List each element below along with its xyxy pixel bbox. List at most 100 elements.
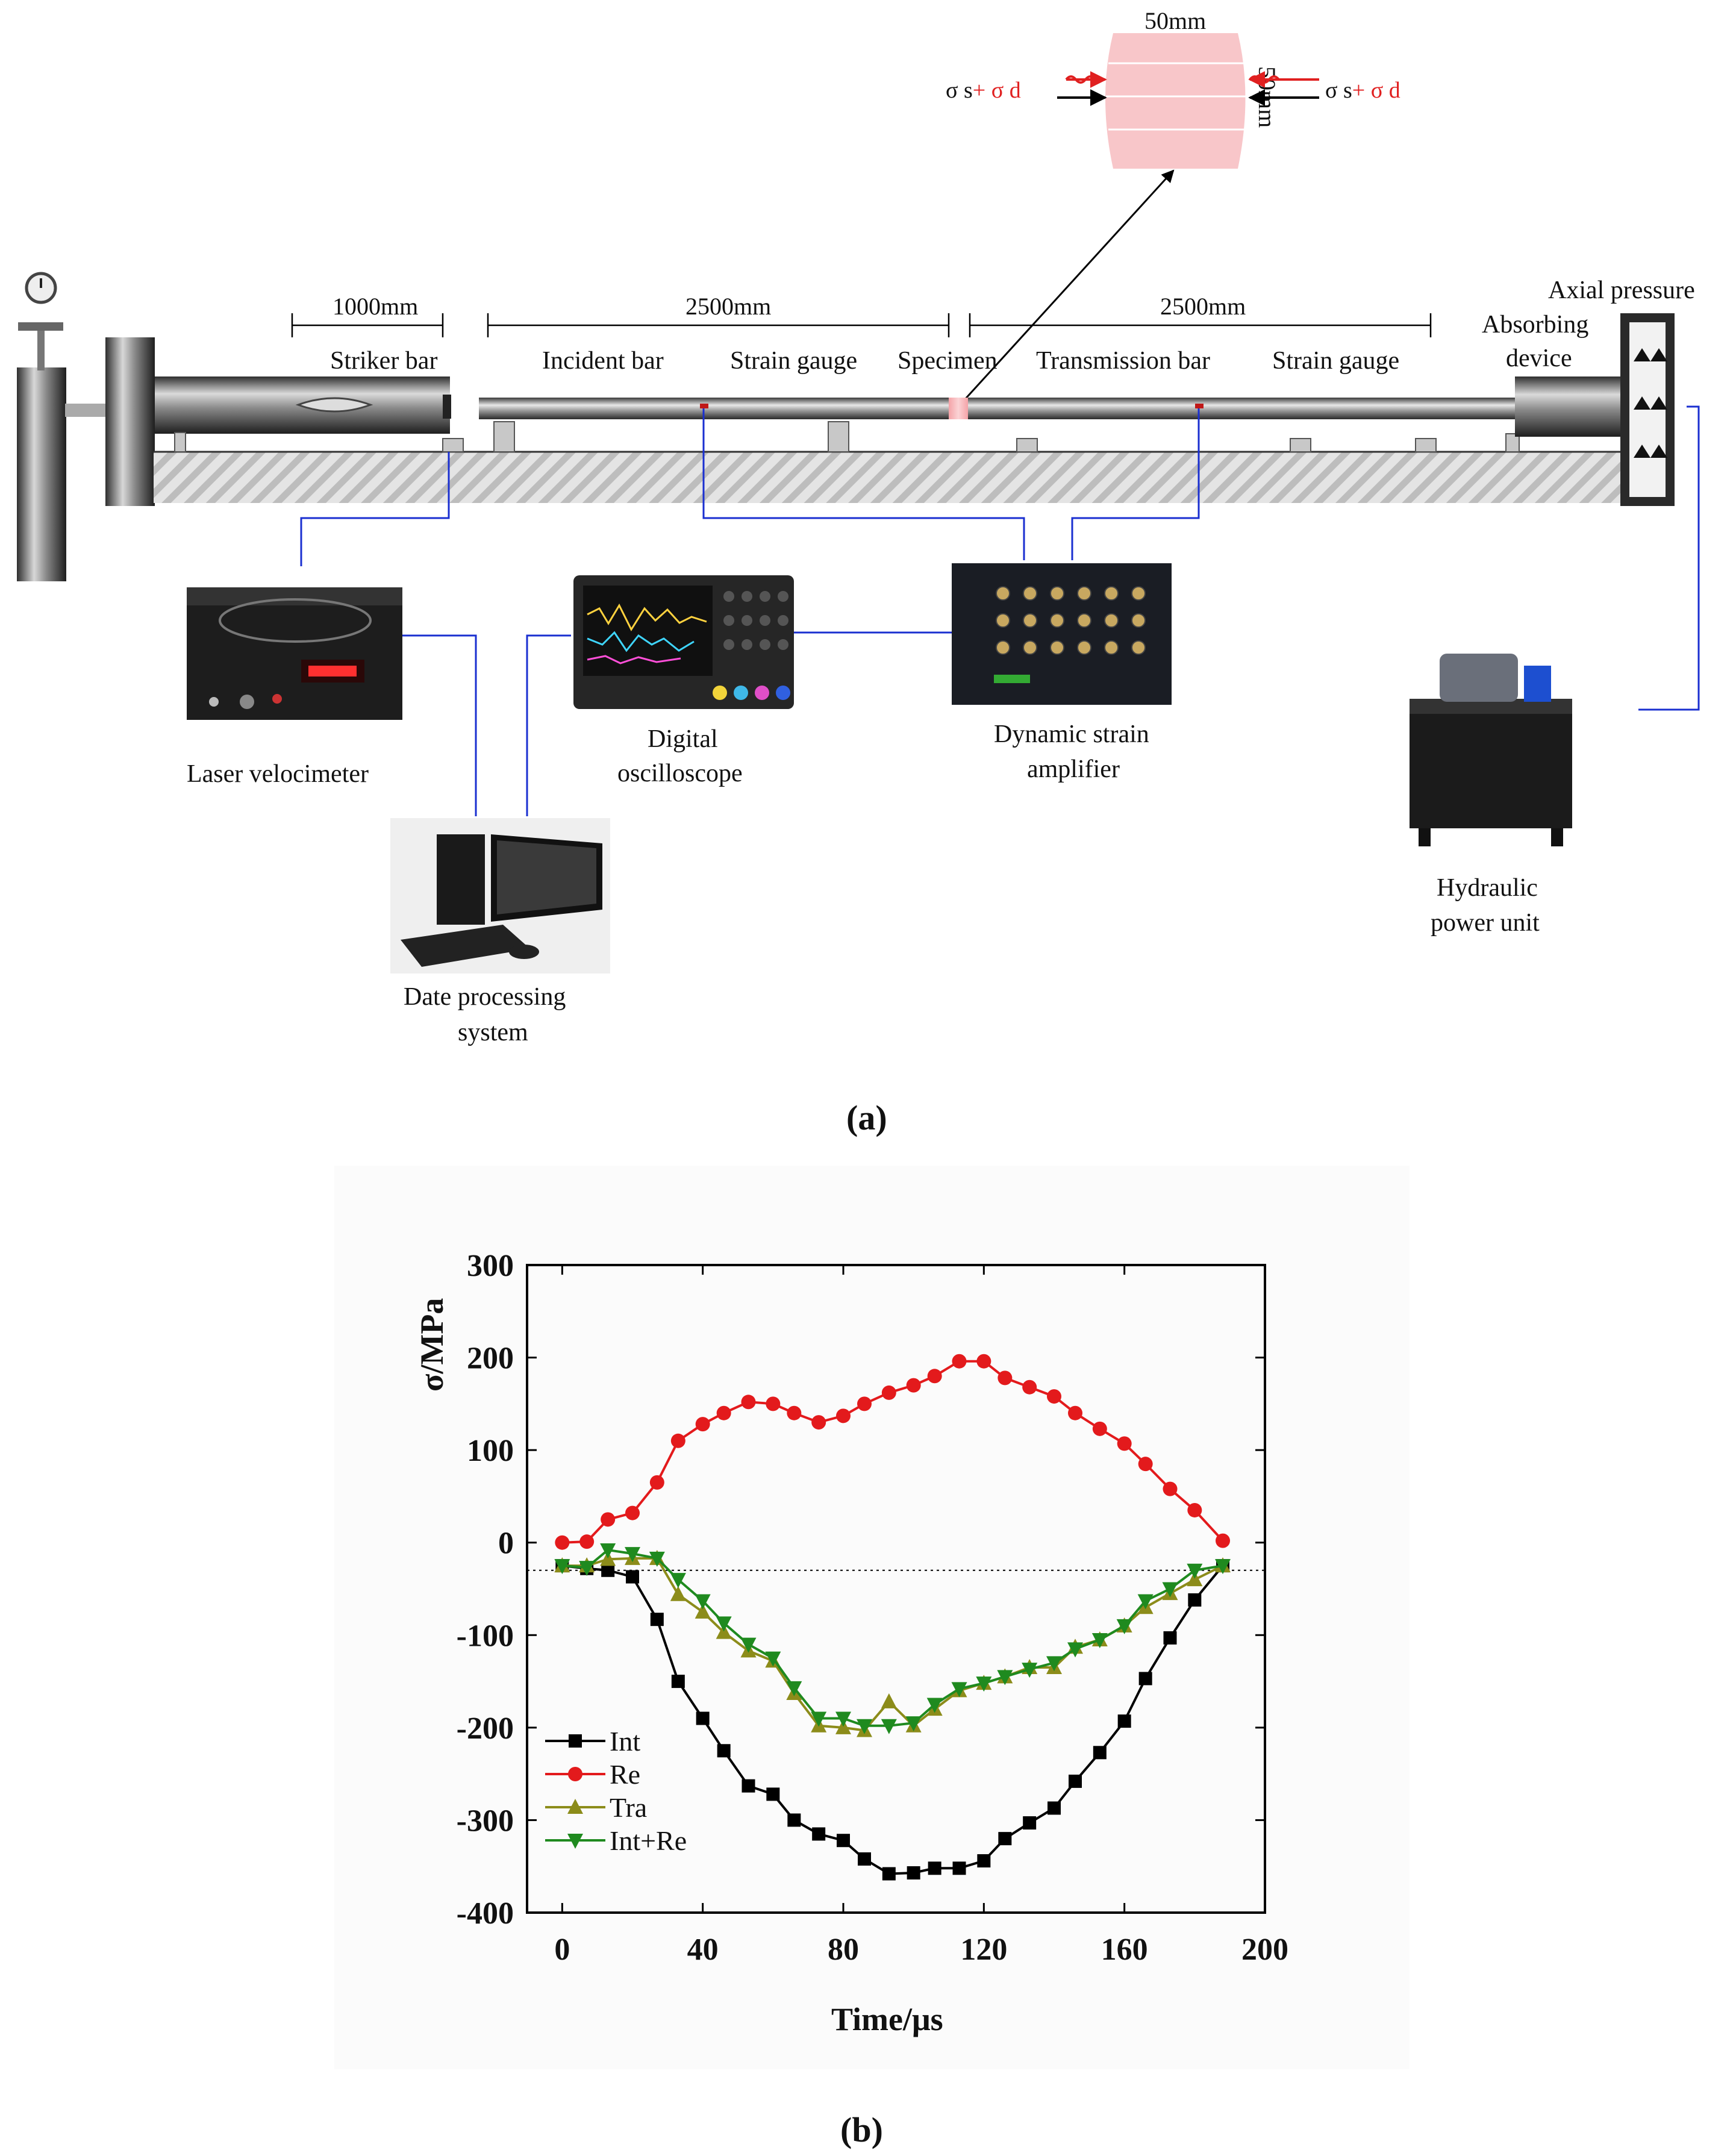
data-point-int [742,1779,755,1793]
data-point-re [881,1385,896,1400]
data-point-int [1163,1631,1177,1645]
label-oscilloscope-1: Digital [648,725,718,753]
data-point-int [1048,1801,1061,1815]
data-point-re [579,1534,595,1549]
chart-ticks: 0 40 80 120 160 200 300 200 100 0 -100 -200 -300 -400 [457,1249,1288,1967]
series-re [555,1354,1230,1550]
left-sigma-s: σ s [946,78,973,103]
data-point-int-re [765,1651,781,1667]
data-point-int [766,1787,780,1801]
data-point-int-re [1137,1594,1154,1610]
data-point-re [927,1369,942,1384]
data-point-int-re [811,1711,827,1727]
data-point-re [555,1535,570,1550]
x-tick-label: 160 [1101,1933,1148,1967]
label-strain-gauge-1: Strain gauge [730,347,857,375]
data-point-int [787,1813,801,1827]
data-point-int [907,1866,920,1879]
data-point-re [976,1354,991,1369]
data-point-re [811,1415,826,1430]
label-processing-2: system [458,1019,528,1046]
data-point-int [601,1563,615,1577]
data-point-int-re [786,1681,802,1696]
data-point-int [928,1861,941,1875]
dim-incident: 2500mm [685,293,771,320]
strain-amplifier-device [952,563,1172,705]
y-tick-label: -400 [457,1896,514,1931]
left-sigma-d: + σ d [973,78,1021,103]
legend-label-int-re: Int+Re [610,1825,687,1856]
label-strain-gauge-2: Strain gauge [1272,347,1399,375]
data-point-int [1188,1593,1202,1607]
label-hydraulic-1: Hydraulic [1437,874,1538,902]
data-point-tra [881,1693,897,1708]
data-point-int [812,1827,826,1841]
data-point-re [1187,1502,1202,1517]
data-point-int-re [554,1559,570,1575]
y-tick-label: 100 [467,1434,514,1468]
data-point-int [1023,1816,1037,1830]
label-incident-bar: Incident bar [542,347,664,375]
data-point-re [836,1408,851,1423]
data-point-re [695,1417,710,1432]
left-stress-label: σ s+ σ d [946,78,1021,103]
data-point-re [1068,1405,1082,1420]
data-point-int [1138,1672,1152,1686]
data-point-int-re [905,1716,922,1732]
right-sigma-s: σ s [1325,78,1352,103]
legend-marker-tra [567,1799,583,1814]
x-tick-label: 200 [1241,1933,1288,1967]
data-point-int [858,1852,871,1866]
data-point-int-re [579,1561,595,1576]
data-point-int [1117,1714,1131,1728]
data-point-re [1163,1481,1178,1496]
y-tick-label: 0 [498,1526,514,1561]
data-point-int-re [670,1573,686,1589]
data-point-int [671,1675,685,1689]
right-stress-label: σ s+ σ d [1325,78,1400,103]
data-point-int [626,1570,639,1584]
data-point-int-re [600,1543,616,1558]
base-rail [154,452,1623,503]
data-point-int-re [1116,1619,1132,1634]
data-point-int-re [1022,1663,1038,1678]
data-point-int-re [1215,1559,1231,1575]
caption-b: (b) [840,2110,883,2149]
data-point-re [601,1512,616,1527]
label-amplifier-1: Dynamic strain [994,720,1149,748]
legend-label-tra: Tra [610,1792,647,1823]
data-point-int-re [926,1698,943,1713]
series-int-re [554,1543,1231,1734]
x-tick-label: 80 [828,1933,859,1967]
chart-background [334,1166,1410,2069]
data-point-int-re [740,1637,757,1653]
data-point-int-re [695,1594,711,1610]
legend-label-int: Int [610,1726,640,1757]
data-point-int-re [976,1676,992,1692]
data-point-int-re [997,1670,1013,1686]
transmission-bar [968,398,1519,419]
x-axis-label: Time/μs [831,2001,943,2037]
data-point-int [952,1861,966,1875]
data-point-re [1216,1533,1230,1548]
data-point-int-re [881,1719,897,1734]
legend-marker-int [569,1734,582,1748]
data-point-int [837,1834,850,1848]
dim-striker: 1000mm [333,293,418,320]
data-point-re [716,1405,731,1420]
data-point-int-re [1187,1563,1203,1579]
bar-supports [174,421,1520,452]
x-tick-label: 40 [687,1933,719,1967]
label-specimen: Specimen [898,347,998,375]
right-sigma-d: + σ d [1352,78,1400,103]
y-tick-label: -200 [457,1711,514,1746]
data-point-re [906,1378,921,1393]
incident-bar [479,398,949,419]
data-point-re [649,1475,664,1490]
legend-marker-int-re [567,1834,583,1849]
data-point-int-re [716,1616,732,1632]
label-hydraulic-2: power unit [1431,909,1540,937]
y-axis-label: σ/MPa [414,1298,450,1392]
x-tick-label: 0 [554,1933,570,1967]
